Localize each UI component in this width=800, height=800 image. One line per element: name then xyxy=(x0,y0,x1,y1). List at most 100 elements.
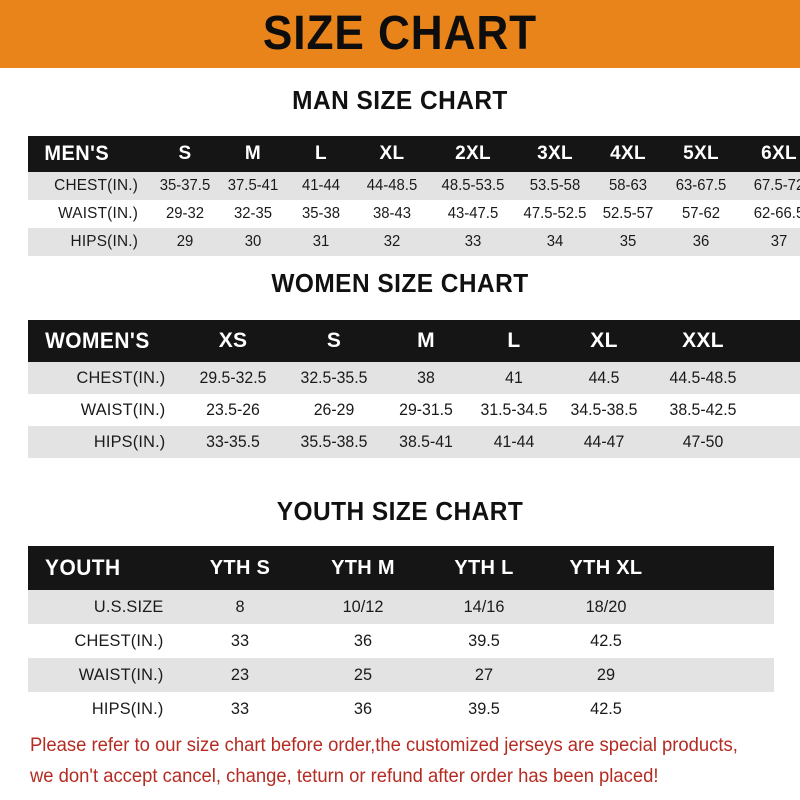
table-cell-spacer xyxy=(758,426,800,458)
page-title: SIZE CHART xyxy=(262,7,538,60)
men-size-header: 6XL xyxy=(761,143,797,164)
women-size-header: L xyxy=(507,329,521,352)
order-notice-line-2: we don't accept cancel, change, teturn o… xyxy=(30,766,659,787)
table-cell: 23.5-26 xyxy=(206,400,260,419)
order-notice: Please refer to our size chart before or… xyxy=(30,730,774,792)
youth-section-title: YOUTH SIZE CHART xyxy=(276,496,524,526)
men-size-header: 3XL xyxy=(537,143,573,164)
table-cell: 38.5-41 xyxy=(399,432,453,451)
row-label: HIPS(IN.) xyxy=(93,432,166,451)
table-cell: 67.5-72 xyxy=(753,177,800,194)
table-cell: 44.5 xyxy=(588,368,620,387)
table-row: HIPS(IN.) 33-35.5 35.5-38.5 38.5-41 41-4… xyxy=(28,426,800,458)
table-cell-spacer xyxy=(758,362,800,394)
row-label: CHEST(IN.) xyxy=(74,631,164,650)
table-cell: 35.5-38.5 xyxy=(300,432,368,451)
table-row: CHEST(IN.) 29.5-32.5 32.5-35.5 38 41 44.… xyxy=(28,362,800,394)
table-cell: 29.5-32.5 xyxy=(199,368,267,387)
men-size-header: S xyxy=(178,143,192,164)
men-size-header: M xyxy=(244,143,262,164)
women-size-header: S xyxy=(326,329,342,352)
table-cell: 39.5 xyxy=(468,699,500,718)
table-cell: 44.5-48.5 xyxy=(669,368,737,387)
table-cell: 33 xyxy=(230,699,250,718)
table-row: CHEST(IN.) 33 36 39.5 42.5 xyxy=(28,624,774,658)
youth-size-header: YTH L xyxy=(454,556,514,579)
table-row: CHEST(IN.) 35-37.5 37.5-41 41-44 44-48.5… xyxy=(28,172,800,200)
table-row: WAIST(IN.) 29-32 32-35 35-38 38-43 43-47… xyxy=(28,200,800,228)
table-cell: 44-47 xyxy=(583,432,625,451)
women-size-header: M xyxy=(417,329,435,352)
table-cell: 43-47.5 xyxy=(447,205,499,222)
table-cell: 29 xyxy=(176,233,194,250)
youth-size-header: YTH M xyxy=(331,556,395,579)
table-cell-spacer xyxy=(670,692,772,726)
youth-header-spacer xyxy=(668,546,774,590)
table-cell: 33 xyxy=(464,233,482,250)
men-size-header: XL xyxy=(379,143,405,164)
table-cell: 37 xyxy=(770,233,788,250)
table-cell: 42.5 xyxy=(590,631,622,650)
row-label: HIPS(IN.) xyxy=(91,699,164,718)
table-cell: 52.5-57 xyxy=(602,205,654,222)
table-cell: 47.5-52.5 xyxy=(523,205,587,222)
table-cell-spacer xyxy=(670,590,772,624)
table-cell: 48.5-53.5 xyxy=(441,177,505,194)
table-cell: 47-50 xyxy=(682,432,724,451)
youth-header-label: YOUTH xyxy=(45,555,121,580)
women-header-spacer xyxy=(756,320,800,362)
table-cell: 35-38 xyxy=(301,205,341,222)
table-row: HIPS(IN.) 33 36 39.5 42.5 xyxy=(28,692,774,726)
table-row: U.S.SIZE 8 10/12 14/16 18/20 xyxy=(28,590,774,624)
row-label: CHEST(IN.) xyxy=(76,368,166,387)
row-label: CHEST(IN.) xyxy=(54,177,138,194)
women-header-label: WOMEN'S xyxy=(45,328,150,353)
men-size-header: 5XL xyxy=(683,143,719,164)
men-size-header: L xyxy=(315,143,327,164)
table-cell: 58-63 xyxy=(608,177,648,194)
table-row: HIPS(IN.) 29 30 31 32 33 34 35 36 37 xyxy=(28,228,800,256)
table-cell-spacer xyxy=(758,394,800,426)
women-size-table: WOMEN'S XS S M L XL XXL CHEST(IN.) 29.5-… xyxy=(28,320,800,458)
table-cell: 42.5 xyxy=(590,699,622,718)
table-cell: 31.5-34.5 xyxy=(480,400,548,419)
table-cell: 63-67.5 xyxy=(675,177,727,194)
table-cell: 32-35 xyxy=(233,205,273,222)
table-cell: 62-66.5 xyxy=(753,205,800,222)
table-cell: 32 xyxy=(383,233,401,250)
table-cell: 35-37.5 xyxy=(159,177,211,194)
men-size-table: MEN'S S M L XL 2XL 3XL 4XL 5XL 6XL CHEST… xyxy=(28,136,800,256)
table-cell: 37.5-41 xyxy=(227,177,279,194)
table-cell: 29-31.5 xyxy=(399,400,453,419)
row-label: WAIST(IN.) xyxy=(58,205,138,222)
table-cell: 18/20 xyxy=(585,597,627,616)
youth-size-header: YTH S xyxy=(209,556,271,579)
men-header-row: MEN'S S M L XL 2XL 3XL 4XL 5XL 6XL xyxy=(28,136,800,172)
table-cell: 27 xyxy=(474,665,494,684)
table-cell-spacer xyxy=(670,658,772,692)
table-cell: 25 xyxy=(353,665,373,684)
women-section-title: WOMEN SIZE CHART xyxy=(271,268,529,298)
page-banner: SIZE CHART xyxy=(0,0,800,68)
table-cell: 38.5-42.5 xyxy=(669,400,737,419)
row-label: WAIST(IN.) xyxy=(78,665,164,684)
table-cell: 36 xyxy=(692,233,710,250)
order-notice-line-1: Please refer to our size chart before or… xyxy=(30,735,738,756)
table-cell-spacer xyxy=(670,624,772,658)
youth-size-header: YTH XL xyxy=(569,556,643,579)
table-cell: 10/12 xyxy=(342,597,384,616)
table-cell: 38 xyxy=(417,368,435,387)
table-cell: 41-44 xyxy=(301,177,341,194)
table-cell: 26-29 xyxy=(313,400,355,419)
table-row: WAIST(IN.) 23.5-26 26-29 29-31.5 31.5-34… xyxy=(28,394,800,426)
table-cell: 33 xyxy=(230,631,250,650)
table-cell: 36 xyxy=(353,631,373,650)
men-section-title: MAN SIZE CHART xyxy=(292,85,508,115)
table-cell: 57-62 xyxy=(681,205,721,222)
women-size-header: XS xyxy=(218,329,248,352)
table-cell: 29-32 xyxy=(165,205,205,222)
table-cell: 23 xyxy=(230,665,250,684)
table-cell: 44-48.5 xyxy=(366,177,418,194)
table-cell: 41 xyxy=(505,368,523,387)
